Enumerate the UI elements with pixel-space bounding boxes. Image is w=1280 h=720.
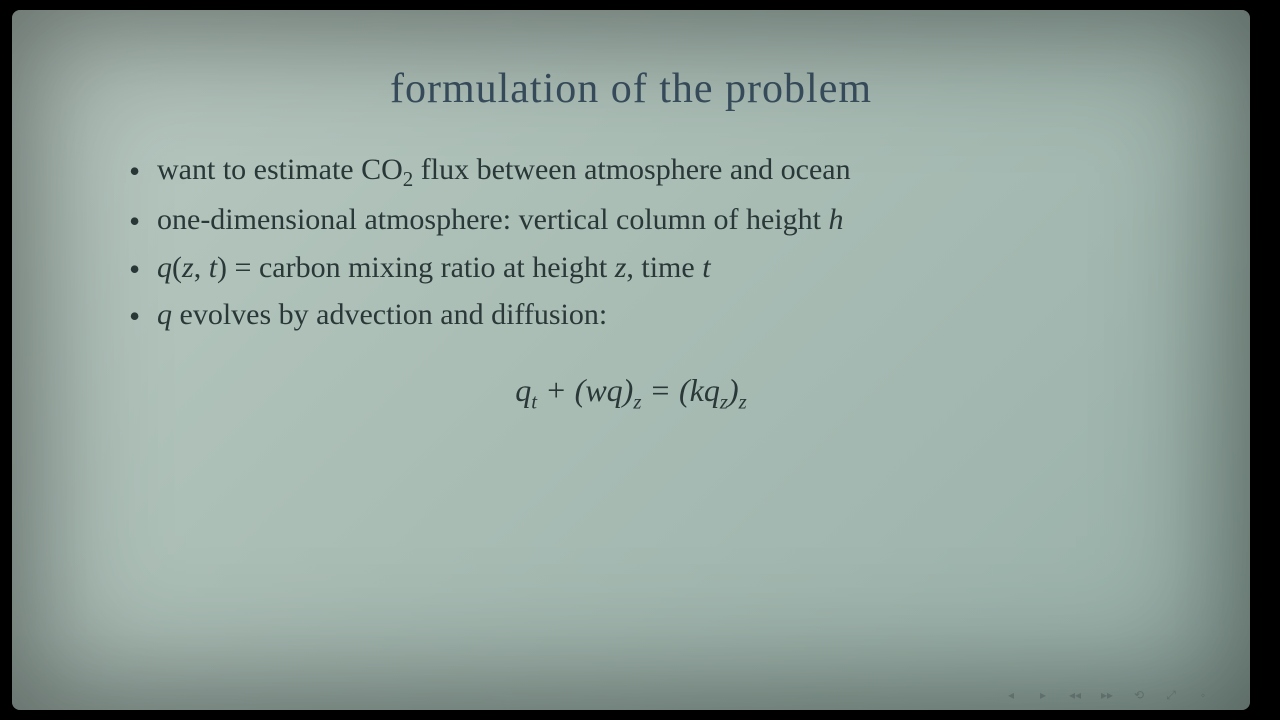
equation: qt + (wq)z = (kqz)z (82, 372, 1180, 414)
eq-var: wq (585, 372, 622, 408)
variable-q: q (157, 251, 172, 284)
eq-op: = ( (641, 372, 689, 408)
eq-paren: ) (623, 372, 634, 408)
variable-q: q (157, 298, 172, 331)
bullet-item-4: q evolves by advection and diffusion: (157, 293, 1180, 337)
bullet-item-3: q(z, t) = carbon mixing ratio at height … (157, 246, 1180, 290)
bullet-list: want to estimate CO2 flux between atmosp… (82, 148, 1180, 337)
bullet-text: = carbon mixing ratio at height (227, 251, 615, 284)
bullet-text: want to estimate CO (157, 153, 403, 186)
eq-sub: z (739, 390, 747, 413)
nav-dot-icon[interactable]: ◦ (1196, 688, 1210, 702)
bullet-item-1: want to estimate CO2 flux between atmosp… (157, 148, 1180, 194)
eq-var: q (704, 372, 720, 408)
comma: , (194, 251, 209, 284)
vignette-overlay (12, 10, 1250, 710)
eq-var: q (515, 372, 531, 408)
bullet-text: evolves by advection and diffusion: (172, 298, 607, 331)
eq-op: + ( (537, 372, 585, 408)
slide-frame: formulation of the problem want to estim… (12, 10, 1250, 710)
nav-last-icon[interactable]: ▸▸ (1100, 688, 1114, 702)
variable-z: z (615, 251, 627, 284)
eq-sub: z (720, 390, 728, 413)
variable-h: h (828, 203, 843, 236)
bullet-text: one-dimensional atmosphere: vertical col… (157, 203, 828, 236)
variable-t: t (702, 251, 710, 284)
slide-title: formulation of the problem (82, 65, 1180, 113)
nav-fullscreen-icon[interactable]: ⤢ (1164, 688, 1178, 702)
paren: ) (217, 251, 227, 284)
nav-refresh-icon[interactable]: ⟲ (1132, 688, 1146, 702)
subscript: 2 (403, 167, 414, 191)
variable-z: z (182, 251, 194, 284)
variable-t: t (209, 251, 217, 284)
eq-paren: ) (728, 372, 739, 408)
nav-prev-icon[interactable]: ◂ (1004, 688, 1018, 702)
paren: ( (172, 251, 182, 284)
nav-next-icon[interactable]: ▸ (1036, 688, 1050, 702)
nav-first-icon[interactable]: ◂◂ (1068, 688, 1082, 702)
comma: , time (626, 251, 702, 284)
eq-var: k (690, 372, 704, 408)
nav-footer: ◂ ▸ ◂◂ ▸▸ ⟲ ⤢ ◦ (1004, 688, 1210, 702)
bullet-item-2: one-dimensional atmosphere: vertical col… (157, 198, 1180, 242)
bullet-text: flux between atmosphere and ocean (413, 153, 850, 186)
